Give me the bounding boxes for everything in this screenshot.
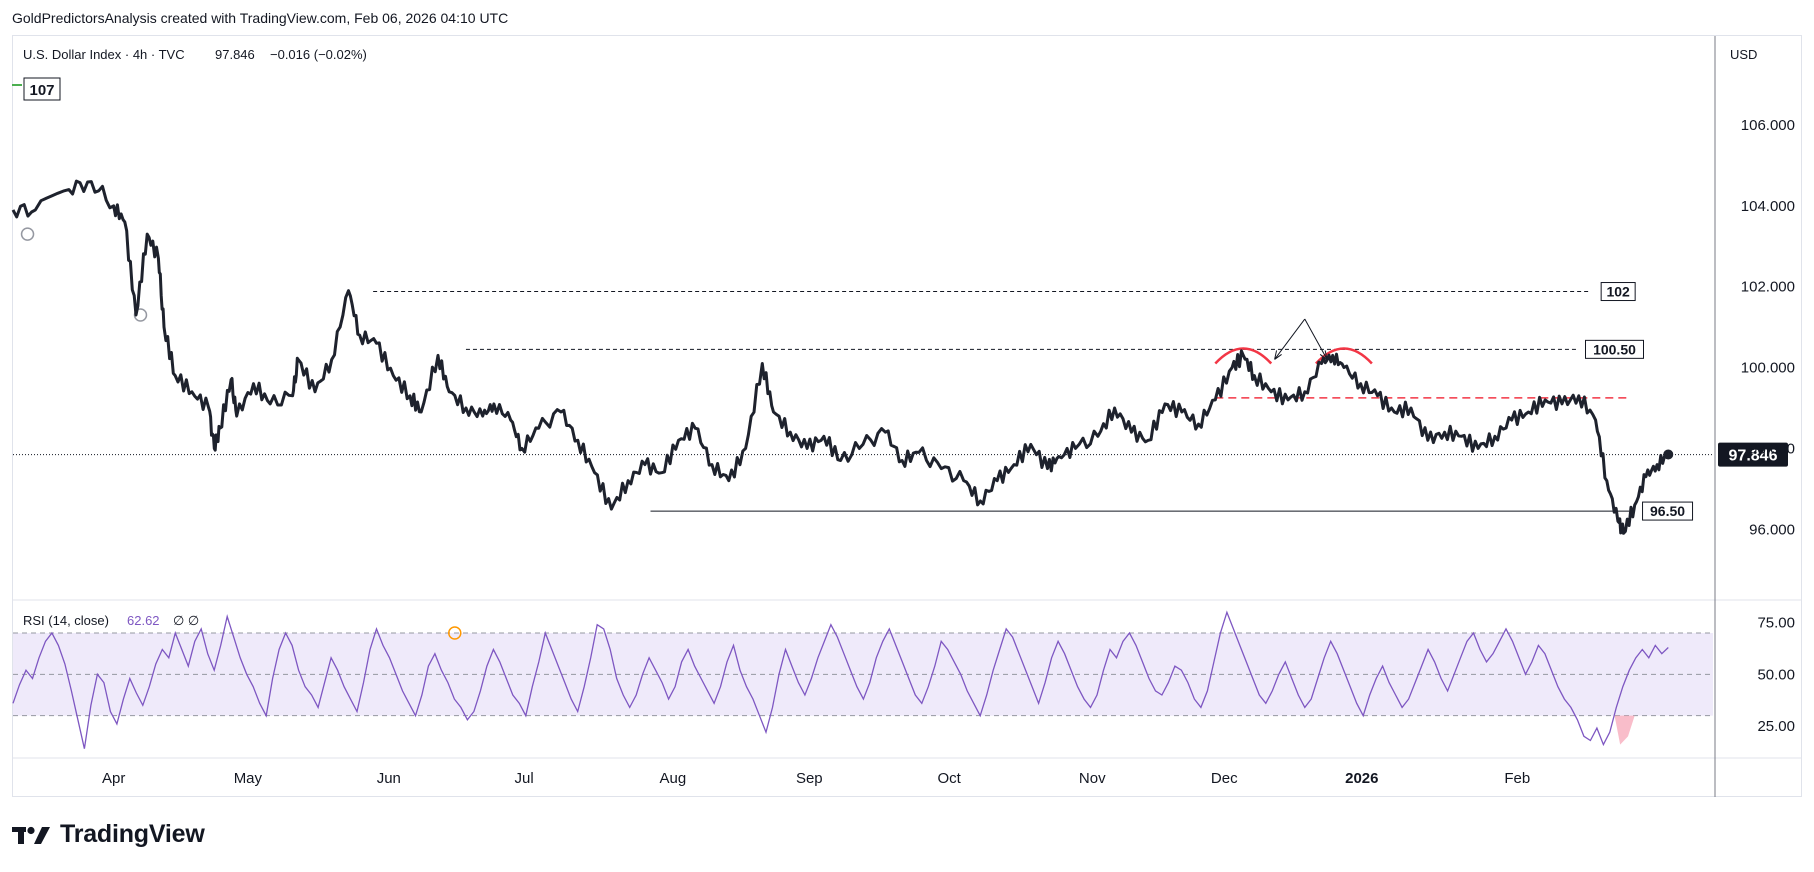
price-axis-tick: 96.000 (1749, 521, 1795, 538)
symbol-label: U.S. Dollar Index · 4h · TVC (23, 47, 185, 62)
event-marker (20, 227, 35, 241)
double-top-arc-1 (1214, 347, 1273, 365)
hline-label-96.50: 96.50 (1650, 503, 1685, 519)
rsi-guides (13, 626, 1713, 745)
start-marker-label: 107 (29, 82, 54, 99)
currency-label: USD (1730, 47, 1757, 62)
rsi-value-label: 62.62 (127, 613, 160, 628)
rsi-axis: 75.00 50.00 25.00 (1757, 615, 1795, 735)
time-axis-tick: Aug (660, 770, 687, 787)
time-axis-tick: Jun (377, 770, 401, 787)
rsi-pane: 75.00 50.00 25.00 (12, 610, 1795, 749)
price-axis-tick: 100.000 (1741, 360, 1795, 377)
price-axis-tick: 106.000 (1741, 117, 1795, 134)
price-axis-tick: 102.000 (1741, 279, 1795, 296)
time-axis-tick: Feb (1504, 770, 1530, 787)
pane-separators (13, 36, 1802, 797)
chart-frame (12, 35, 1802, 797)
rsi-name-label: RSI (14, close) (23, 613, 109, 628)
tradingview-logo[interactable]: TradingView (12, 820, 205, 849)
hline-label-100.50: 100.50 (1593, 341, 1636, 357)
arrow-left (1274, 318, 1306, 360)
current-price-tag (1718, 442, 1788, 467)
time-axis-tick: Dec (1211, 770, 1238, 787)
rsi-axis-tick: 50.00 (1757, 666, 1795, 683)
time-axis-tick: Oct (937, 770, 961, 787)
rsi-axis-tick: 75.00 (1757, 615, 1795, 632)
rsi-axis-tick: 25.00 (1757, 718, 1795, 735)
rsi-event-marker (448, 626, 462, 640)
price-axis: 106.000 104.000 102.000 100.000 98.000 96.000 (1741, 117, 1795, 538)
attribution-text: GoldPredictorsAnalysis created with Trad… (12, 10, 509, 26)
time-axis-tick: Nov (1079, 770, 1106, 787)
time-axis: Apr May Jun Jul Aug Sep Oct Nov Dec 2026 Feb (102, 770, 1530, 787)
arrow-right (1304, 318, 1328, 360)
hline-label-102: 102 (1606, 284, 1630, 300)
time-axis-tick: Sep (796, 770, 823, 787)
price-axis-tick: 104.000 (1741, 198, 1795, 215)
change-label: −0.016 (−0.02%) (270, 47, 367, 62)
time-axis-tick: May (234, 770, 263, 787)
hline-label-box (1642, 501, 1694, 521)
price-axis-tick: 98.000 (1749, 440, 1795, 457)
time-axis-tick: Jul (515, 770, 534, 787)
rsi-series-line[interactable] (12, 610, 1669, 749)
hline-label-box (1585, 339, 1644, 359)
hline-label-box (1600, 282, 1636, 302)
price-annotations: 102 100.50 96.50 107 97.846 (12, 77, 1788, 521)
time-axis-tick: Apr (102, 770, 125, 787)
price-series-line[interactable] (11, 179, 1669, 535)
time-axis-tick: 2026 (1345, 770, 1378, 787)
double-top-arc-2 (1315, 347, 1373, 365)
current-price-tag-label: 97.846 (1729, 448, 1778, 465)
tradingview-logo-text: TradingView (60, 820, 205, 848)
rsi-extra-label: ∅ ∅ (173, 613, 199, 628)
start-marker-box (23, 77, 61, 101)
price-label: 97.846 (215, 47, 255, 62)
rsi-oversold-fill (1614, 715, 1635, 745)
tradingview-logo-icon (12, 826, 50, 844)
